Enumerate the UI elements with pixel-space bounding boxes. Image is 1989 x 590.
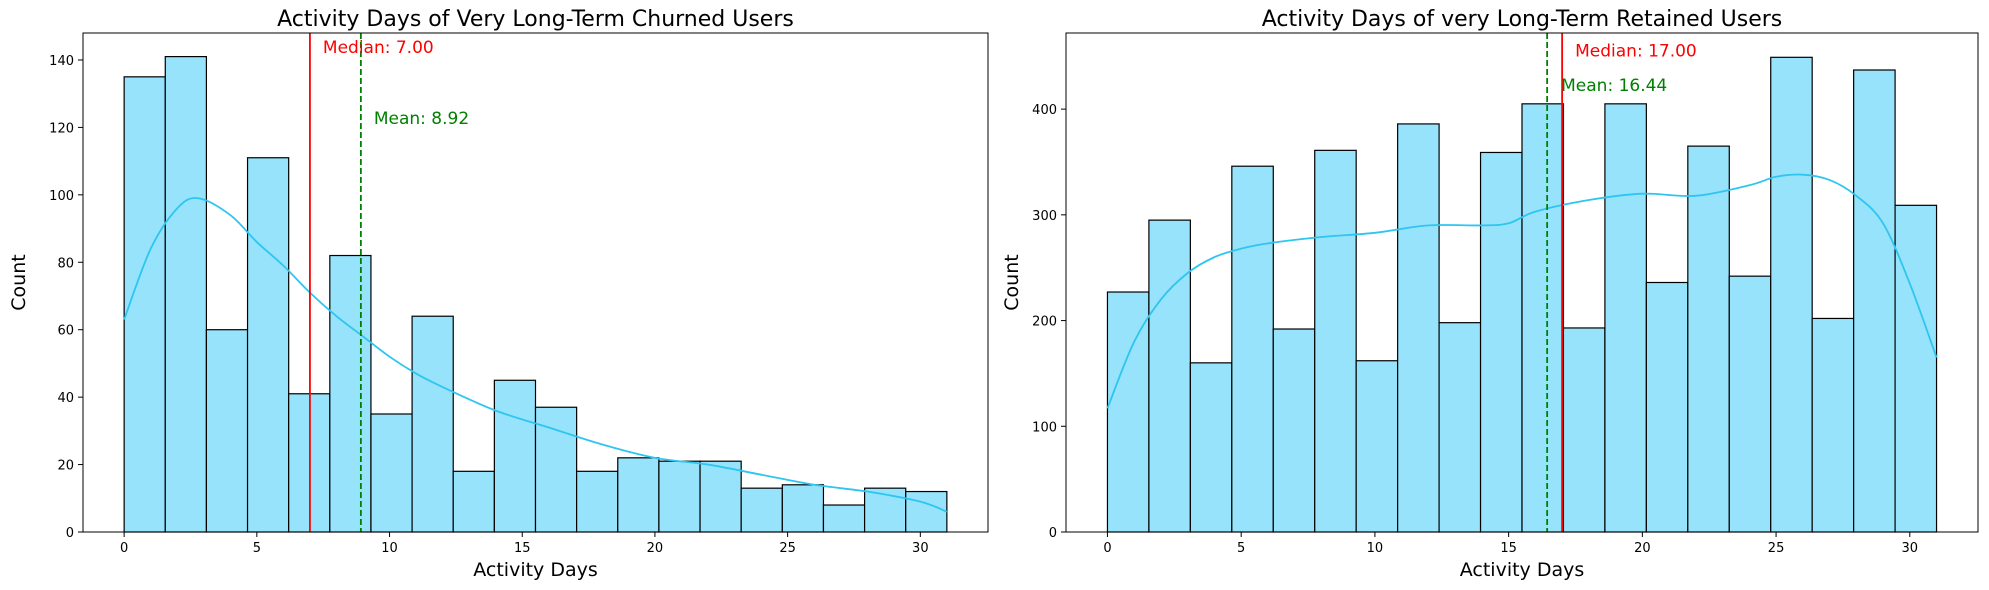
histogram-bar	[905, 490, 948, 533]
histogram-bar	[1894, 204, 1938, 533]
histogram-bar	[1397, 123, 1440, 533]
histogram-bar	[493, 379, 537, 533]
x-tick-label: 10	[1367, 541, 1384, 556]
histogram-bar	[246, 157, 290, 533]
histogram-bar	[329, 254, 372, 533]
mean-annotation: Mean: 16.44	[1561, 76, 1667, 96]
histogram-bar	[1272, 328, 1316, 533]
histogram-bar	[740, 487, 783, 533]
chart-title: Activity Days of very Long-Term Retained…	[1262, 7, 1783, 32]
y-tick-label: 200	[1032, 315, 1057, 330]
y-tick-label: 80	[57, 256, 74, 271]
y-tick-label: 60	[57, 324, 74, 339]
histogram-bar	[123, 76, 166, 533]
y-tick-label: 20	[57, 459, 74, 474]
kde-curve	[1106, 173, 1938, 409]
x-tick-label: 0	[1103, 541, 1111, 556]
y-tick-label: 400	[1032, 103, 1057, 118]
histogram-bar	[1479, 151, 1523, 533]
axes-frame	[1065, 32, 1979, 533]
histogram-bar	[658, 460, 701, 533]
histogram-bar	[781, 484, 825, 533]
histogram-bar	[1438, 322, 1482, 533]
y-tick-label: 120	[49, 121, 74, 136]
histogram-bar	[1853, 69, 1896, 533]
histogram-bar	[1562, 327, 1606, 533]
histogram-bar	[576, 470, 619, 533]
histogram-bar	[617, 457, 660, 533]
x-tick-label: 5	[1237, 541, 1245, 556]
histogram-bar	[370, 413, 413, 533]
x-tick-label: 25	[1768, 541, 1785, 556]
histogram-bar	[1645, 281, 1689, 533]
histogram-bar	[822, 504, 866, 533]
chart-churned-users: Activity Days of Very Long-Term Churned …	[8, 7, 989, 581]
histogram-bar	[1770, 56, 1813, 533]
histogram-bar	[205, 329, 249, 533]
x-tick-label: 30	[912, 541, 929, 556]
y-axis-label: Count	[1001, 254, 1023, 310]
histogram-bar	[1728, 275, 1772, 533]
histogram-bar	[534, 406, 578, 533]
y-tick-label: 0	[66, 526, 74, 541]
x-tick-label: 15	[514, 541, 531, 556]
x-tick-label: 30	[1902, 541, 1919, 556]
x-tick-label: 20	[647, 541, 664, 556]
chart-title: Activity Days of Very Long-Term Churned …	[277, 7, 794, 32]
x-tick-label: 25	[779, 541, 796, 556]
median-annotation: Median: 17.00	[1575, 41, 1697, 61]
y-tick-label: 100	[49, 189, 74, 204]
histogram-bar	[1687, 145, 1730, 533]
histogram-bar	[1148, 219, 1191, 533]
x-tick-label: 10	[381, 541, 398, 556]
y-axis-label: Count	[8, 254, 30, 310]
x-tick-label: 20	[1634, 541, 1651, 556]
chart-retained-users: Activity Days of very Long-Term Retained…	[1001, 7, 1979, 581]
x-tick-label: 5	[253, 541, 261, 556]
plot-area: Median: 7.00 Mean: 8.92 0 5 10 15 20 25 30 0 20 40 6…	[49, 32, 989, 556]
histogram-bar	[699, 460, 742, 533]
x-tick-label: 0	[120, 541, 128, 556]
y-tick-label: 300	[1032, 209, 1057, 224]
y-tick-label: 100	[1032, 420, 1057, 435]
histogram-bar	[1521, 103, 1565, 533]
histogram-bar	[411, 315, 454, 533]
histogram-bar	[1231, 165, 1274, 533]
x-axis-label: Activity Days	[1460, 559, 1585, 581]
mean-annotation: Mean: 8.92	[374, 109, 469, 129]
histogram-bar	[1811, 317, 1855, 533]
histogram-bar	[1189, 362, 1233, 533]
kde-curve	[123, 197, 948, 513]
y-tick-label: 0	[1049, 526, 1057, 541]
y-tick-label: 40	[57, 391, 74, 406]
y-tick-label: 140	[49, 54, 74, 69]
median-annotation: Median: 7.00	[323, 38, 434, 58]
axes-frame	[82, 32, 989, 533]
histogram-bar	[1106, 291, 1150, 533]
histogram-bar	[1314, 149, 1357, 533]
x-axis-label: Activity Days	[473, 559, 598, 581]
histogram-bar	[1604, 103, 1647, 533]
histogram-bar	[452, 470, 495, 533]
histogram-bar	[164, 56, 208, 533]
x-tick-label: 15	[1500, 541, 1517, 556]
histogram-bar	[1355, 360, 1399, 533]
